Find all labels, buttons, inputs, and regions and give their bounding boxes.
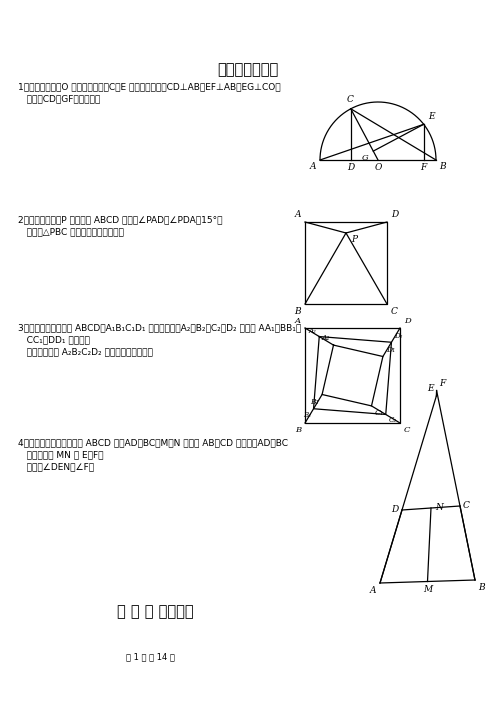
Text: M: M (423, 585, 432, 595)
Text: D₂: D₂ (394, 332, 403, 340)
Text: 求证：△PBC 是正三角形。（初二）: 求证：△PBC 是正三角形。（初二） (18, 227, 124, 236)
Text: D₁: D₁ (386, 345, 395, 354)
Text: C: C (404, 426, 410, 434)
Text: N: N (435, 503, 443, 512)
Text: A: A (370, 586, 376, 595)
Text: C₁: C₁ (374, 409, 383, 417)
Text: 经 典 难 题（二）: 经 典 难 题（二） (117, 604, 193, 619)
Text: D: D (391, 505, 398, 515)
Text: E: E (427, 384, 434, 393)
Text: 2．已知：如图，P 是正方形 ABCD 内点，∠PAD＝∠PDA＝15°。: 2．已知：如图，P 是正方形 ABCD 内点，∠PAD＝∠PDA＝15°。 (18, 215, 223, 224)
Text: 3．如图，已知四边形 ABCD、A₁B₁C₁D₁ 都是正方形，A₂、B₂、C₂、D₂ 分别是 AA₁、BB₁、: 3．如图，已知四边形 ABCD、A₁B₁C₁D₁ 都是正方形，A₂、B₂、C₂、… (18, 323, 301, 332)
Text: 求证：CD＝GF。（初二）: 求证：CD＝GF。（初二） (18, 94, 100, 103)
Text: A: A (295, 317, 301, 325)
Text: 的延长线交 MN 于 E、F。: 的延长线交 MN 于 E、F。 (18, 450, 104, 459)
Text: F: F (439, 378, 446, 388)
Text: C: C (463, 501, 470, 510)
Text: 求证：∠DEN＝∠F。: 求证：∠DEN＝∠F。 (18, 462, 94, 471)
Text: D: D (404, 317, 411, 325)
Text: C: C (391, 307, 398, 316)
Text: C: C (346, 95, 353, 104)
Text: A₁: A₁ (322, 334, 330, 342)
Text: 第 1 页 共 14 页: 第 1 页 共 14 页 (125, 652, 175, 661)
Text: B: B (439, 162, 445, 171)
Text: A: A (310, 162, 316, 171)
Text: 4．已知：如图，在四边形 ABCD 中，AD＝BC，M、N 分别是 AB、CD 的中点，AD、BC: 4．已知：如图，在四边形 ABCD 中，AD＝BC，M、N 分别是 AB、CD … (18, 438, 288, 447)
Text: F: F (421, 163, 427, 172)
Text: 1．已知：如图，O 是半圆的圆心，C、E 是圆上的两点，CD⊥AB，EF⊥AB，EG⊥CO。: 1．已知：如图，O 是半圆的圆心，C、E 是圆上的两点，CD⊥AB，EF⊥AB，… (18, 82, 281, 91)
Text: B₁: B₁ (310, 397, 319, 406)
Text: D: D (391, 210, 398, 219)
Text: B: B (478, 583, 485, 592)
Text: 求证：四边形 A₂B₂C₂D₂ 是正方形。（初二）: 求证：四边形 A₂B₂C₂D₂ 是正方形。（初二） (18, 347, 153, 356)
Text: C₂: C₂ (389, 416, 397, 425)
Text: D: D (347, 163, 355, 172)
Text: G: G (362, 154, 368, 162)
Text: B: B (295, 426, 301, 434)
Text: E: E (428, 112, 434, 121)
Text: B₂: B₂ (303, 411, 310, 419)
Text: A₂: A₂ (309, 326, 316, 335)
Text: CC₁、DD₁ 的中点。: CC₁、DD₁ 的中点。 (18, 335, 90, 344)
Text: 经典难题（一）: 经典难题（一） (217, 62, 279, 77)
Text: A: A (295, 210, 301, 219)
Text: B: B (294, 307, 301, 316)
Text: O: O (374, 163, 382, 172)
Text: P: P (351, 235, 357, 244)
